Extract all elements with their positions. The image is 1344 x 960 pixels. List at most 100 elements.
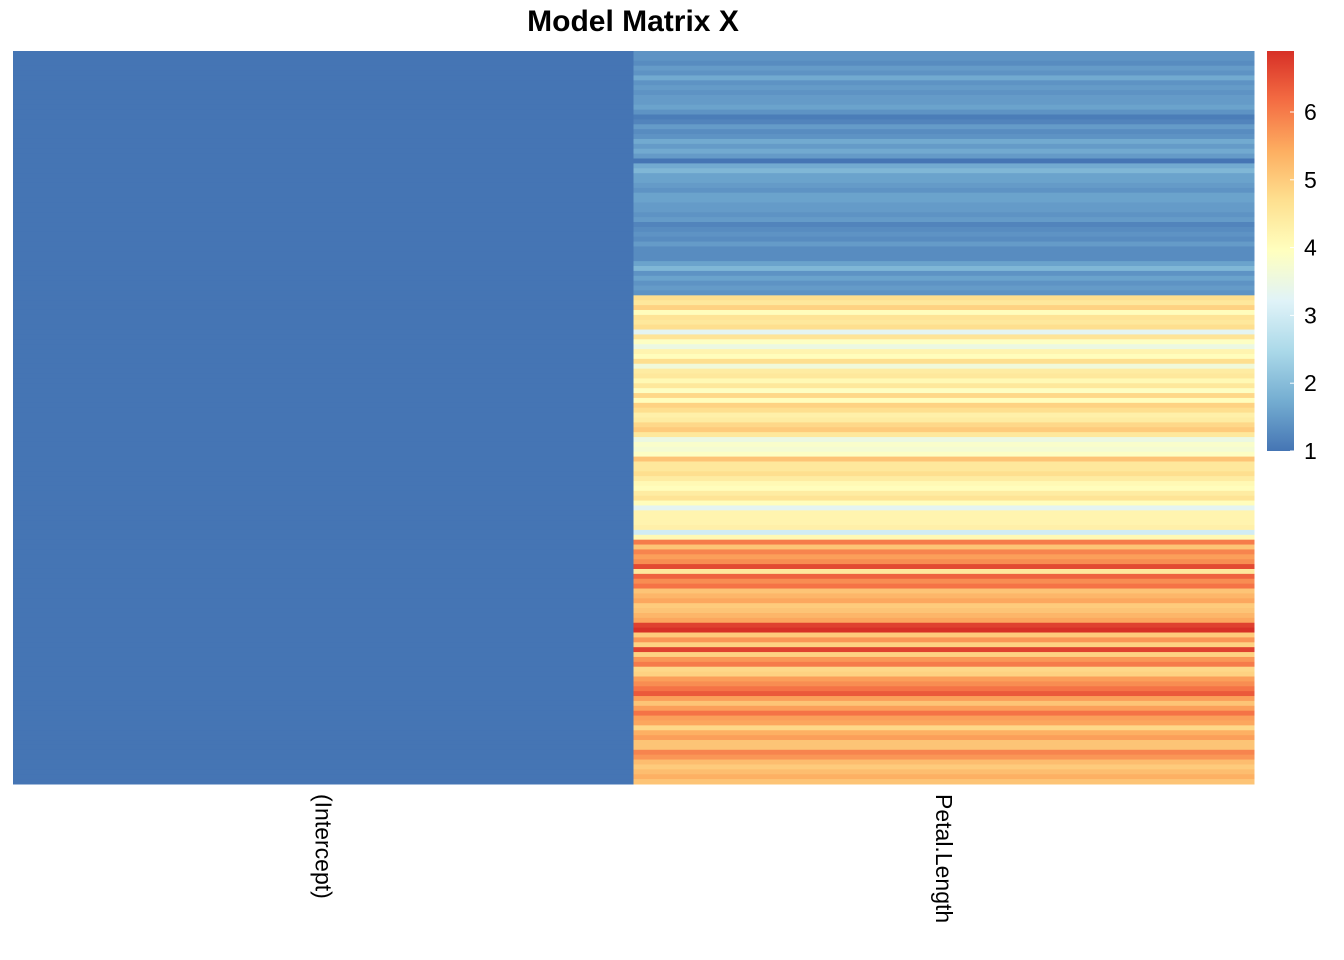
heatmap-cell [633,696,1255,702]
heatmap-cell [13,178,634,184]
heatmap-cell [13,740,634,746]
heatmap-cell [633,388,1255,394]
heatmap-cell [633,666,1255,673]
heatmap-cell [13,422,634,428]
heatmap-cell [633,588,1255,594]
heatmap-cell [13,280,634,287]
heatmap-cell [633,691,1255,697]
heatmap-cell [13,334,634,340]
heatmap-cell [633,461,1255,467]
heatmap-cell [633,740,1255,746]
heatmap-cell [633,285,1255,291]
heatmap-cell [13,275,634,282]
heatmap-cell [633,705,1255,712]
heatmap-cell [633,720,1255,726]
heatmap-cell [13,451,634,458]
heatmap-cell [633,153,1255,160]
heatmap-cell [633,774,1255,780]
heatmap-cell [13,671,634,677]
heatmap-cell [633,422,1255,428]
legend-tick-label: 2 [1304,370,1317,396]
heatmap-cell [13,55,634,62]
heatmap-cell [633,168,1255,174]
heatmap-cell [13,485,634,492]
heatmap-cell [633,583,1255,590]
heatmap-cell [13,603,634,609]
heatmap-cell [13,109,634,116]
heatmap-cell [633,85,1255,91]
heatmap-cell [13,432,634,438]
heatmap-cell [633,143,1255,150]
heatmap-cell [13,568,634,575]
heatmap-cell [13,534,634,541]
heatmap-cell [13,99,634,106]
heatmap-cell [633,622,1255,629]
heatmap-cell [633,295,1255,301]
heatmap-cell [633,383,1255,389]
heatmap-cell [13,593,634,599]
heatmap-cell [13,588,634,594]
heatmap-cell [633,549,1255,555]
heatmap-cell [633,441,1255,448]
heatmap-cell [13,549,634,555]
heatmap-cell [633,261,1255,267]
heatmap-cell [633,715,1255,721]
heatmap-cell [633,754,1255,761]
heatmap-cell [633,99,1255,106]
heatmap-cell [633,730,1255,736]
heatmap-cell [633,314,1255,321]
heatmap-cell [13,383,634,389]
heatmap-cell [13,353,634,360]
heatmap-cell [633,236,1255,243]
heatmap-cell [13,104,634,111]
heatmap-cell [633,661,1255,668]
heatmap-cell [633,212,1255,218]
heatmap-cell [13,349,634,355]
heatmap-cell [633,529,1255,536]
heatmap-cell [13,192,634,199]
heatmap-cell [633,578,1255,585]
heatmap-cell [633,231,1255,238]
heatmap-cell [13,686,634,692]
heatmap-cell [13,705,634,712]
heatmap-cell [13,207,634,213]
heatmap-cell [633,217,1255,223]
heatmap-cell [13,417,634,423]
heatmap-cell [633,779,1255,785]
heatmap-cell [13,529,634,536]
heatmap-cell [13,402,634,409]
heatmap-cell [13,75,634,81]
heatmap-cell [633,437,1255,443]
heatmap-cell [633,407,1255,414]
heatmap-cell [633,363,1255,370]
heatmap-cell [633,432,1255,438]
heatmap-cell [633,686,1255,692]
heatmap-cell [633,344,1255,350]
heatmap-cell [13,134,634,140]
heatmap-cell [633,559,1255,565]
heatmap-cell [633,51,1255,57]
color-legend: 1 2 3 4 5 6 [1267,51,1317,464]
heatmap-cell [633,324,1255,331]
heatmap-cell [633,65,1255,72]
heatmap-cell [13,608,634,614]
heatmap-cell [633,290,1255,296]
heatmap-cell [633,368,1255,375]
heatmap-cell [633,700,1255,707]
legend-tick-label: 6 [1304,99,1317,125]
heatmap-cell [13,388,634,394]
heatmap-cell [633,378,1255,384]
legend-ticks: 1 2 3 4 5 6 [1290,99,1317,464]
heatmap-cell [13,710,634,717]
heatmap-cell [633,241,1255,247]
heatmap-cell [13,114,634,120]
legend-tick-label: 4 [1304,235,1317,261]
heatmap-cell [633,104,1255,111]
legend-color-bar [1267,51,1294,451]
heatmap-cell [633,329,1255,335]
heatmap-cell [633,90,1255,96]
heatmap-cell [13,124,634,130]
heatmap-cell [633,158,1255,164]
heatmap-cell [13,559,634,565]
heatmap-cell [13,456,634,462]
